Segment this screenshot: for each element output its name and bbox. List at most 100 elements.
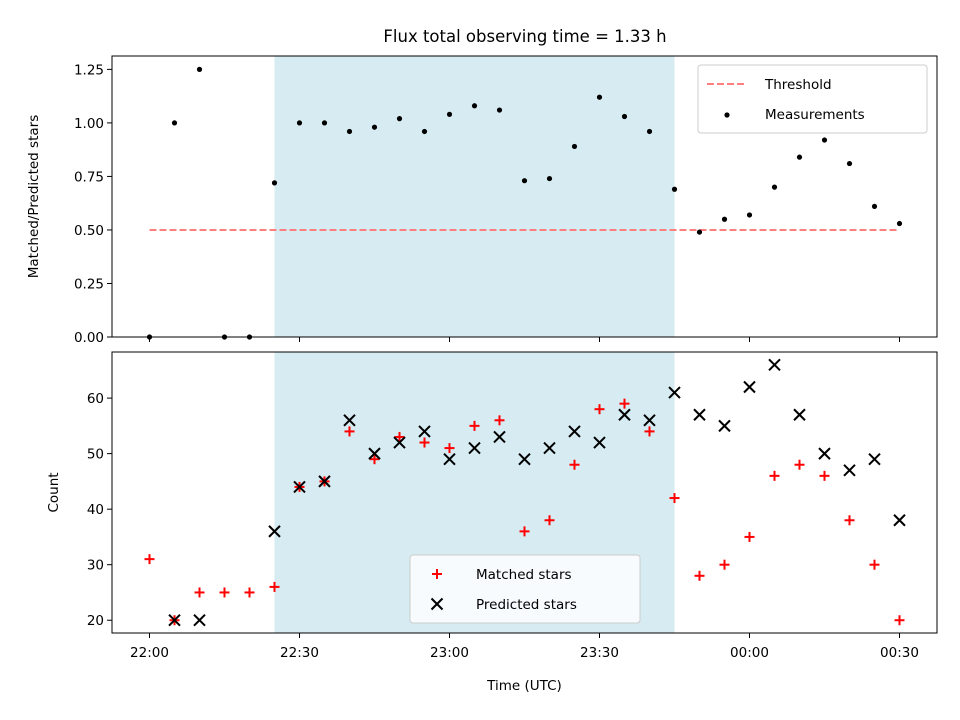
predicted-star-point — [568, 425, 581, 438]
measurement-point — [646, 128, 653, 135]
predicted-star-point — [818, 447, 831, 460]
measurement-point — [671, 186, 678, 192]
matched-star-point — [194, 587, 205, 598]
predicted-star-point — [618, 408, 631, 421]
matched-star-point — [819, 470, 830, 481]
measurement-point — [321, 120, 328, 126]
y-tick-label: 30 — [87, 558, 104, 574]
bottom-x-axis-label: Time (UTC) — [486, 678, 562, 694]
top-y-ticks: 0.00 0.25 0.50 0.75 1.00 1.25 — [74, 62, 112, 346]
predicted-star-point — [443, 452, 456, 466]
y-tick-label: 60 — [87, 391, 104, 407]
predicted-stars-points — [168, 358, 906, 627]
x-tick-label: 23:00 — [430, 645, 469, 661]
legend-measurements-swatch — [724, 112, 730, 118]
predicted-star-point — [518, 452, 531, 466]
matched-star-point — [369, 454, 380, 465]
matched-star-point — [794, 459, 805, 470]
predicted-star-point — [418, 425, 431, 438]
x-tick-label: 00:30 — [880, 645, 919, 661]
measurement-point — [871, 203, 878, 210]
bottom-y-axis-label: Count — [46, 472, 62, 512]
predicted-star-point — [543, 441, 556, 455]
measurement-point — [621, 113, 628, 120]
measurement-point — [796, 154, 803, 160]
x-tick-label: 22:00 — [130, 645, 169, 661]
predicted-star-point — [743, 380, 756, 394]
matched-star-point — [594, 404, 605, 415]
measurement-point — [521, 178, 528, 184]
measurement-point — [821, 137, 828, 143]
predicted-star-point — [893, 514, 906, 527]
top-legend: Threshold Measurements — [697, 64, 928, 134]
matched-star-point — [744, 531, 755, 542]
predicted-star-point — [393, 436, 406, 449]
measurement-point — [471, 103, 478, 109]
y-tick-label: 1.00 — [74, 116, 104, 132]
matched-star-point — [219, 587, 230, 598]
top-x-ticks — [149, 337, 900, 342]
y-tick-label: 0.50 — [74, 223, 104, 239]
matched-star-point — [619, 398, 630, 409]
x-tick-label: 23:30 — [580, 645, 619, 661]
measurement-point — [596, 94, 603, 100]
matched-star-point — [394, 431, 405, 442]
measurement-point — [496, 107, 503, 113]
legend-x-marker — [430, 597, 444, 611]
chart-title: Flux total observing time = 1.33 h — [383, 27, 666, 46]
predicted-star-point — [468, 441, 481, 455]
legend-matched-swatch — [432, 569, 442, 579]
bottom-legend: Matched stars Predicted stars — [409, 554, 641, 624]
measurement-point — [696, 229, 703, 235]
measurement-point — [421, 128, 428, 135]
legend-matched-label: Matched stars — [476, 567, 572, 583]
measurement-point — [846, 160, 853, 167]
legend-threshold-label: Threshold — [764, 77, 832, 93]
predicted-star-point — [868, 452, 881, 466]
predicted-star-point — [293, 480, 306, 494]
measurement-point — [346, 128, 353, 135]
matched-star-point — [694, 570, 705, 581]
matched-star-point — [244, 587, 255, 598]
bottom-legend-box — [409, 554, 641, 624]
predicted-star-point — [643, 414, 656, 427]
y-tick-label: 50 — [87, 447, 104, 463]
y-tick-label: 0.75 — [74, 169, 104, 185]
legend-measurements-label: Measurements — [765, 107, 865, 123]
measurement-point — [771, 184, 778, 190]
legend-predicted-label: Predicted stars — [476, 597, 577, 613]
matched-star-point — [894, 615, 905, 626]
predicted-star-point — [768, 358, 781, 371]
predicted-star-point — [268, 525, 281, 538]
matched-star-point — [869, 559, 880, 570]
measurement-point — [571, 143, 578, 150]
predicted-star-point — [168, 614, 181, 627]
measurement-point — [396, 116, 403, 122]
matched-star-point — [494, 415, 505, 426]
matched-star-point — [444, 443, 455, 454]
x-tick-label: 22:30 — [280, 645, 319, 661]
matched-star-point — [844, 515, 855, 526]
bottom-axes-frame — [111, 351, 938, 634]
matched-star-point — [419, 437, 430, 448]
measurement-point — [446, 111, 453, 117]
predicted-star-point — [593, 436, 606, 449]
predicted-star-point — [368, 447, 381, 460]
x-tick-label: 00:00 — [730, 645, 769, 661]
matched-star-point — [144, 554, 155, 565]
predicted-star-point — [693, 408, 706, 421]
predicted-star-point — [668, 386, 681, 399]
measurement-point — [196, 66, 203, 72]
y-tick-label: 20 — [87, 613, 104, 629]
predicted-star-point — [493, 430, 506, 444]
matched-star-point — [269, 581, 280, 592]
predicted-star-point — [193, 614, 206, 627]
predicted-star-point — [343, 414, 356, 427]
y-tick-label: 40 — [87, 502, 104, 518]
matched-star-point — [344, 426, 355, 437]
legend-predicted-swatch — [430, 597, 444, 611]
matched-star-point — [669, 493, 680, 504]
y-tick-label: 0.25 — [74, 276, 104, 292]
matched-star-point — [469, 420, 480, 431]
